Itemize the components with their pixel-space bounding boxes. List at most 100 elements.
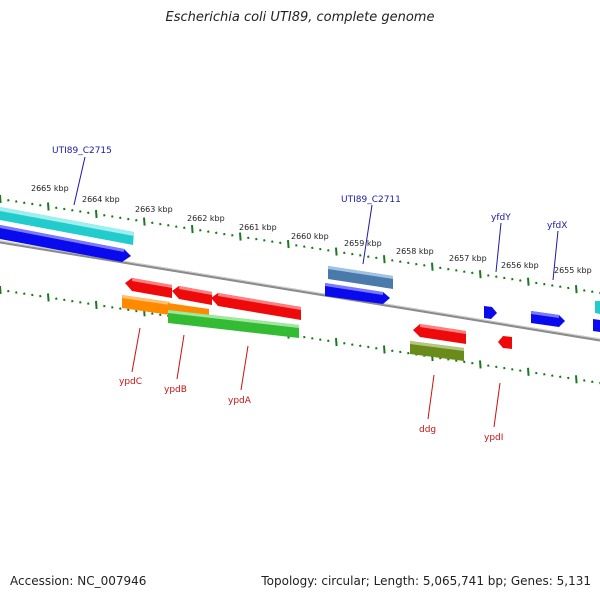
upper-track-minor-tick [551,284,554,287]
leader-line-yfdX [552,230,559,281]
leader-line-ypdA [240,345,249,391]
upper-track-major-tick [143,217,146,226]
upper-track-minor-tick [375,256,378,260]
kbp-label-2655: 2655 kbp [554,266,592,275]
feature-blue-yfdX[interactable] [531,311,565,327]
lower-track-minor-tick [359,344,362,348]
upper-track-minor-tick [31,202,34,206]
lower-track-minor-tick [327,339,330,343]
feature-olive-ddg[interactable] [410,341,464,361]
lower-track-minor-tick [111,306,114,309]
upper-track-minor-tick [359,254,362,257]
upper-track-minor-tick [399,260,402,263]
upper-track-minor-tick [159,222,162,226]
feature-green-ypdA[interactable] [168,310,299,338]
leader-line-ypdI [493,382,501,428]
lower-track-minor-tick [15,291,18,294]
feature-blue-yfdY[interactable] [484,306,497,319]
upper-track-minor-tick [183,226,186,230]
lower-track-minor-tick [7,289,10,293]
upper-track-minor-tick [511,277,514,281]
lower-track-minor-tick [55,297,58,300]
upper-track-minor-tick [455,269,458,272]
gene-label-ddg[interactable]: ddg [419,425,436,435]
feature-cyan-left[interactable] [0,207,134,245]
lower-track-minor-tick [583,379,586,382]
accession-label: Accession: NC_007946 [10,574,147,588]
upper-track-minor-tick [423,264,426,267]
gene-label-ypdC[interactable]: ypdC [119,377,142,387]
upper-track-major-tick [383,255,386,264]
kbp-label-2656: 2656 kbp [501,261,539,270]
lower-track-minor-tick [119,307,122,310]
feature-red-ypdA[interactable] [211,293,301,320]
upper-track-major-tick [0,194,2,204]
lower-track-minor-tick [127,308,130,312]
feature-red-ddg[interactable] [413,324,466,344]
upper-track-minor-tick [407,261,410,265]
lower-track-major-tick [383,345,386,354]
gene-label-c2715[interactable]: UTI89_C2715 [52,146,112,156]
lower-track-minor-tick [23,292,26,295]
upper-track-minor-tick [199,229,202,232]
upper-track-major-tick [431,262,434,271]
lower-track-major-tick [0,285,2,295]
feature-blue-mid[interactable] [325,283,390,304]
upper-track-minor-tick [415,262,418,266]
upper-track-minor-tick [87,211,90,215]
kbp-label-2664: 2664 kbp [82,195,120,204]
upper-track-minor-tick [71,209,74,212]
feature-red-ypdB[interactable] [172,286,212,305]
feature-red-ypdI[interactable] [498,336,512,349]
lower-track-minor-tick [135,309,138,313]
lower-track-major-tick [95,300,98,309]
lower-track-minor-tick [151,312,154,315]
gene-label-ypdB[interactable]: ypdB [164,385,187,395]
feature-blue-right[interactable] [593,319,600,332]
upper-track-minor-tick [103,214,106,217]
upper-track-minor-tick [583,289,586,292]
upper-tick-track [0,194,600,295]
upper-track-minor-tick [295,244,298,247]
upper-track-minor-tick [303,245,306,248]
upper-track-minor-tick [135,219,138,222]
upper-track-major-tick [335,247,338,256]
lower-track-minor-tick [303,335,306,339]
lower-track-major-tick [527,367,530,376]
upper-track-minor-tick [119,216,122,220]
leader-line-c2711 [362,204,373,265]
lower-track-minor-tick [463,360,466,364]
upper-track-major-tick [527,277,530,286]
lower-track-minor-tick [367,345,370,349]
lower-track-major-tick [479,360,482,369]
gene-label-c2711[interactable]: UTI89_C2711 [341,195,401,205]
feature-orange-ypdC[interactable] [122,295,170,315]
upper-track-minor-tick [271,240,274,243]
upper-track-minor-tick [167,224,170,227]
gene-label-ypdI[interactable]: ypdI [484,433,503,443]
lower-track-minor-tick [391,349,394,353]
upper-track-minor-tick [463,270,466,273]
upper-track-minor-tick [215,231,218,235]
kbp-label-2665: 2665 kbp [31,184,69,193]
upper-track-minor-tick [111,215,114,218]
gene-label-yfdX[interactable]: yfdX [547,221,567,231]
upper-track-minor-tick [351,252,354,256]
upper-track-minor-tick [319,247,322,251]
lower-track-minor-tick [407,351,410,355]
gene-label-ypdA[interactable]: ypdA [228,396,252,406]
kbp-label-2657: 2657 kbp [449,254,487,263]
upper-track-minor-tick [343,251,346,255]
feature-cyan-right[interactable] [595,301,600,314]
feature-steelblue-c2711[interactable] [328,266,393,289]
leader-line-yfdY [495,222,502,273]
feature-blue-left[interactable] [0,225,131,262]
kbp-label-2659: 2659 kbp [344,239,382,248]
lower-track-minor-tick [343,342,346,345]
gene-label-yfdY[interactable]: yfdY [491,213,511,223]
lower-track-minor-tick [455,359,458,362]
feature-red-ypdC[interactable] [125,278,172,298]
genome-summary: Topology: circular; Length: 5,065,741 bp… [261,574,591,588]
lower-track-minor-tick [31,293,34,297]
